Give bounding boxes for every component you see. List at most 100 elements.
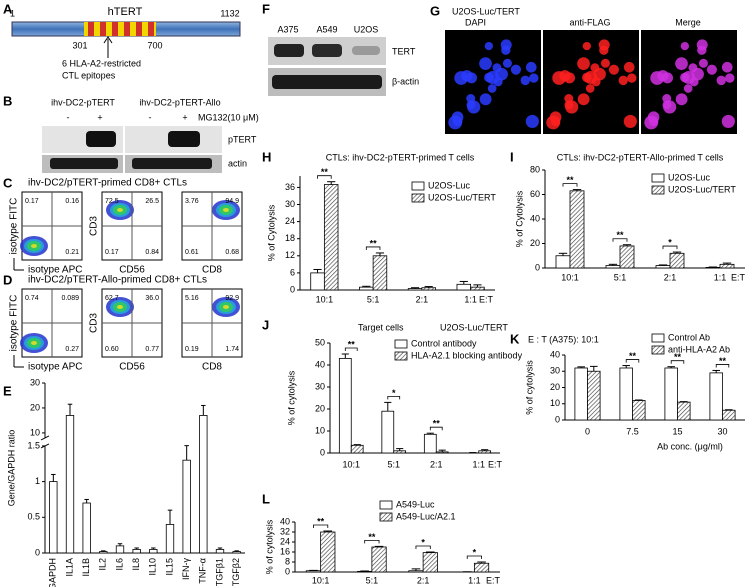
- y-tick-label: 8: [285, 556, 290, 566]
- panel-label: A: [3, 1, 13, 16]
- band-label: TERT: [392, 46, 416, 56]
- treatment: MG132(10 μM): [198, 112, 259, 122]
- lane-label: +: [97, 112, 102, 122]
- bar: [65, 415, 75, 554]
- band-label: β-actin: [392, 76, 419, 86]
- x-tick-label: 10:1: [561, 272, 579, 282]
- x-axis-label: E:T: [479, 294, 494, 304]
- y-tick-label: 30: [550, 366, 560, 376]
- epitope: [112, 22, 118, 36]
- bar: [182, 459, 191, 554]
- significance-bracket: [625, 359, 640, 363]
- significance-label: **: [719, 356, 727, 366]
- panel-label: B: [3, 93, 12, 108]
- y-axis-label: isotype FITC: [9, 295, 20, 352]
- cell: [657, 70, 669, 82]
- significance-bracket: [387, 396, 401, 400]
- cell: [510, 64, 521, 75]
- cell: [698, 58, 708, 68]
- y-tick-label: 1.5: [27, 440, 40, 450]
- bar: [605, 265, 621, 269]
- panel-label: F: [262, 1, 270, 16]
- cell: [502, 58, 512, 68]
- band: [352, 46, 380, 55]
- quadrant-value: 3.76: [185, 198, 199, 205]
- cell: [577, 93, 590, 106]
- cell: [697, 45, 707, 55]
- bar: [719, 263, 735, 269]
- cell: [501, 45, 511, 55]
- cell-population: [117, 305, 123, 309]
- y-tick-label: 10: [315, 425, 325, 435]
- bar: [632, 400, 646, 421]
- y-tick-label: 32: [280, 526, 290, 536]
- y-axis-label: isotype FITC: [9, 198, 20, 255]
- cell: [675, 93, 688, 106]
- chart-subtitle: U2OS-Luc/TERT: [440, 322, 508, 332]
- y-tick-label: 6: [290, 267, 295, 277]
- significance-label: *: [473, 547, 477, 557]
- y-axis-label: Gene/GAPDH ratio: [6, 430, 16, 507]
- band: [132, 158, 212, 169]
- bar: [310, 272, 325, 291]
- bar: [669, 252, 685, 269]
- legend-label: Control Ab: [668, 332, 710, 342]
- group-label: ihv-DC2-pTERT: [51, 97, 115, 107]
- y-tick-label: 16: [280, 546, 290, 556]
- cell: [600, 58, 610, 68]
- x-axis-label: CD8: [202, 362, 222, 373]
- bar: [132, 549, 141, 554]
- bar: [320, 531, 336, 573]
- x-tick-label: 2:1: [430, 459, 443, 469]
- bar: [422, 552, 438, 573]
- legend-label: U2OS-Luc: [668, 172, 711, 182]
- residue-start: 1: [10, 8, 15, 18]
- cell: [680, 72, 690, 83]
- significance-bracket: [364, 539, 380, 544]
- legend-label: HLA-A2.1 blocking antibody: [411, 350, 523, 360]
- x-tick-label: 15: [672, 426, 682, 436]
- band: [274, 44, 304, 57]
- bar: [215, 549, 225, 554]
- epitope: [88, 22, 94, 36]
- panel-label: H: [262, 149, 271, 164]
- y-tick-label: 24: [285, 216, 295, 226]
- quadrant-value: 94.9: [225, 198, 239, 205]
- x-tick-label: 5:1: [387, 459, 400, 469]
- significance-bracket: [562, 183, 578, 187]
- lane-label: A549: [316, 24, 337, 34]
- y-axis-label: % of Cytolysis: [266, 204, 276, 261]
- y-tick-label: 40: [550, 349, 560, 359]
- significance-label: *: [668, 237, 672, 247]
- quadrant-value: 0.19: [185, 346, 199, 353]
- cell: [487, 84, 497, 93]
- epitope: [100, 22, 106, 36]
- panel-label: L: [262, 491, 270, 506]
- bar: [587, 370, 601, 421]
- epitope: [136, 22, 142, 36]
- legend-label: U2OS-Luc: [428, 180, 471, 190]
- x-tick-label: IL1A: [64, 558, 74, 577]
- bar: [655, 265, 671, 269]
- y-tick-label: 30: [285, 199, 295, 209]
- x-tick-label: 2:1: [416, 294, 429, 304]
- y-tick-label: 0: [290, 284, 295, 294]
- x-tick-label: IL6: [114, 558, 124, 571]
- lane-label: U2OS: [354, 24, 379, 34]
- panel-title: ihv-DC2/pTERT-primed CD8+ CTLs: [28, 178, 187, 189]
- bar: [232, 551, 241, 554]
- x-tick-label: 10:1: [342, 459, 360, 469]
- x-tick-label: 30: [717, 426, 727, 436]
- significance-bracket: [365, 246, 381, 250]
- significance-label: **: [629, 351, 637, 361]
- quadrant-value: 1.74: [225, 346, 239, 353]
- panel-label: D: [3, 272, 12, 287]
- cell-population: [31, 341, 37, 345]
- bar: [115, 545, 125, 554]
- quadrant-value: 0.77: [145, 346, 159, 353]
- epitope: [148, 22, 154, 36]
- y-tick-label: 30: [30, 377, 40, 387]
- significance-bracket: [466, 555, 482, 559]
- quadrant-value: 0.27: [65, 346, 79, 353]
